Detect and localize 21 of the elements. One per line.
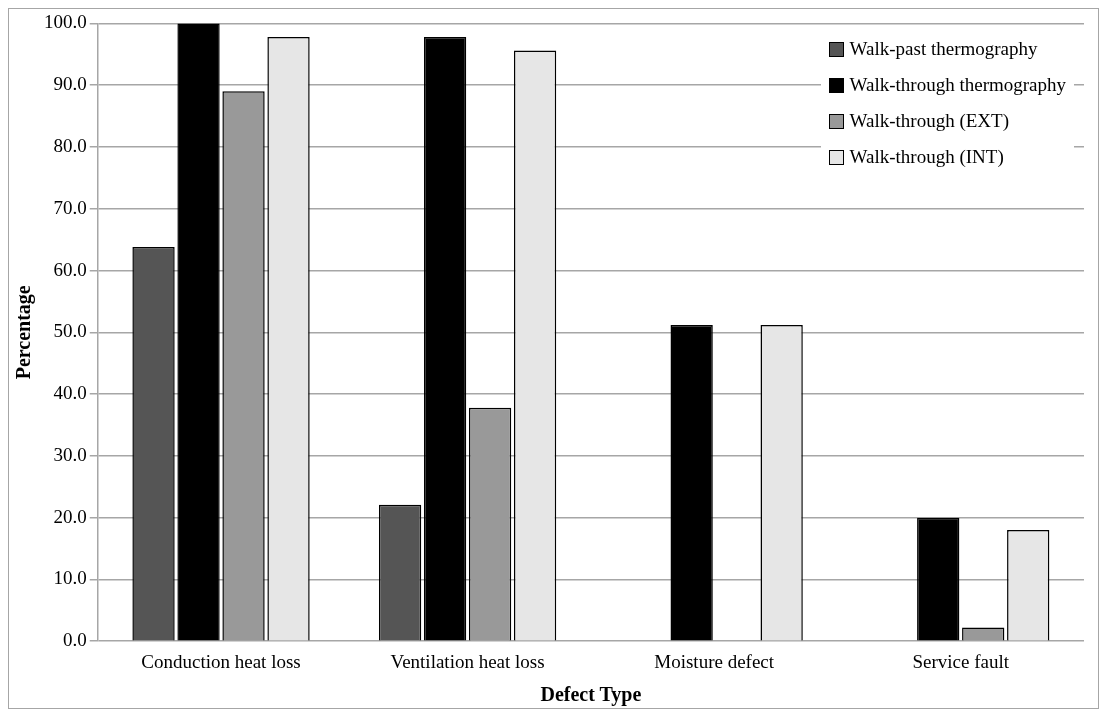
y-tick-label: 80.0 — [53, 134, 87, 156]
legend-label: Walk-through (EXT) — [849, 109, 1010, 133]
legend-label: Walk-through (INT) — [849, 145, 1004, 169]
x-tick-label: Service fault — [912, 650, 1010, 672]
y-tick-label: 100.0 — [44, 11, 87, 33]
x-tick-label: Moisture defect — [654, 650, 775, 672]
y-tick-label: 60.0 — [53, 258, 87, 280]
x-axis-title: Defect Type — [540, 683, 642, 707]
x-tick-label: Ventilation heat loss — [390, 650, 545, 672]
legend-label: Walk-past thermography — [849, 37, 1038, 61]
legend-label: Walk-through thermography — [849, 73, 1066, 97]
y-axis-title: Percentage — [12, 285, 36, 380]
y-tick-label: 50.0 — [53, 320, 87, 342]
y-tick-label: 30.0 — [53, 443, 87, 465]
y-tick-label: 10.0 — [53, 567, 87, 589]
y-tick-label: 20.0 — [53, 505, 87, 527]
y-tick-label: 0.0 — [63, 629, 87, 651]
y-tick-label: 70.0 — [53, 196, 87, 218]
x-tick-label: Conduction heat loss — [141, 650, 301, 672]
y-tick-label: 90.0 — [53, 73, 87, 95]
y-tick-label: 40.0 — [53, 382, 87, 404]
